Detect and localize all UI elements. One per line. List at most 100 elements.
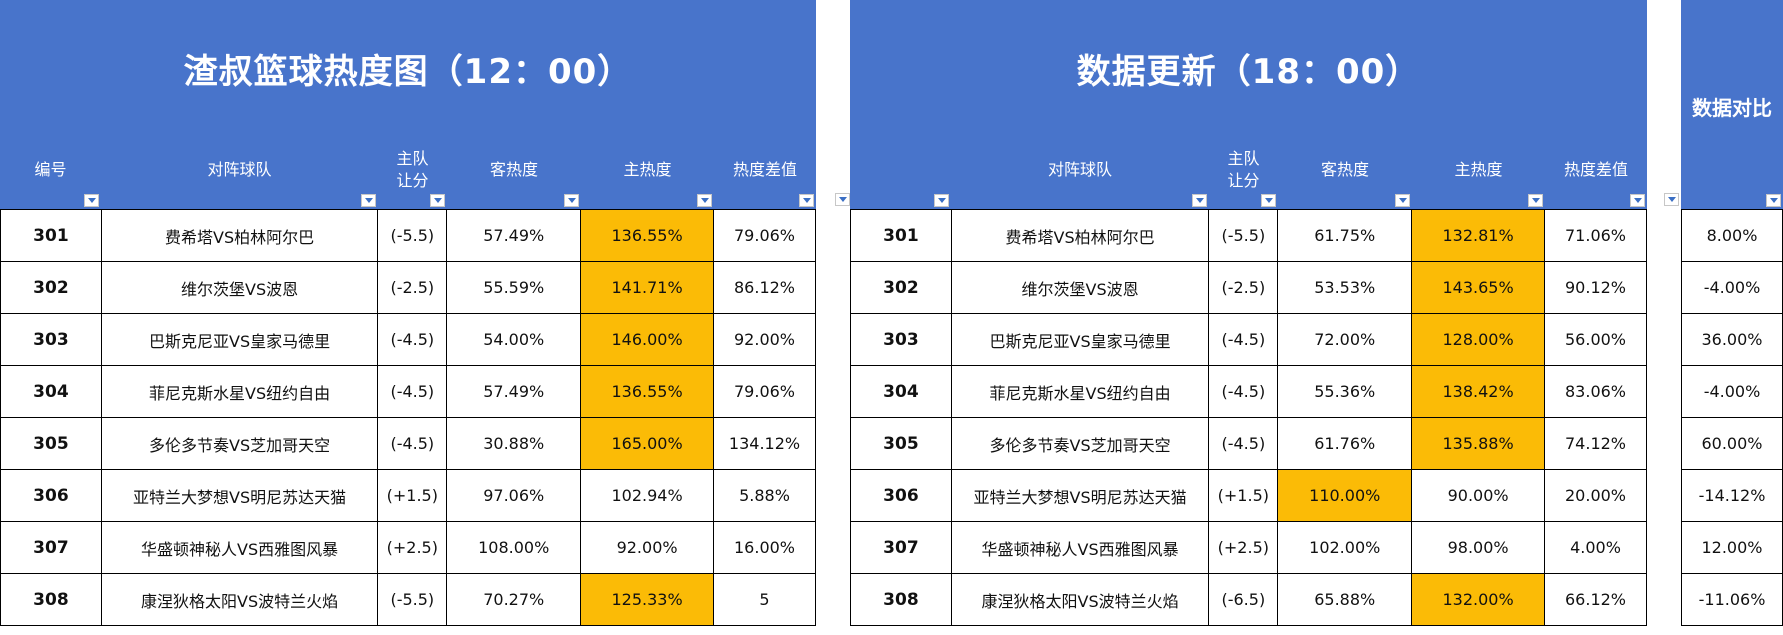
cell-away-heat[interactable]: 55.36% xyxy=(1277,365,1413,418)
cell-diff[interactable]: 90.12% xyxy=(1544,261,1647,314)
cell-diff[interactable]: 79.06% xyxy=(713,209,816,262)
cell-away-heat[interactable]: 55.59% xyxy=(446,261,582,314)
cell-away-heat[interactable]: 57.49% xyxy=(446,209,582,262)
cell-handicap[interactable]: (-5.5) xyxy=(377,209,448,262)
cell-id[interactable]: 303 xyxy=(0,313,102,366)
cell-home-heat[interactable]: 90.00% xyxy=(1411,469,1546,522)
cell-home-heat[interactable]: 125.33% xyxy=(580,573,715,626)
cell-id[interactable]: 303 xyxy=(850,313,952,366)
cell-diff[interactable]: 74.12% xyxy=(1544,417,1647,470)
cell-diff[interactable]: 83.06% xyxy=(1544,365,1647,418)
cell-diff[interactable]: 5.88% xyxy=(713,469,816,522)
cell-home-heat[interactable]: 141.71% xyxy=(580,261,715,314)
cell-handicap[interactable]: (-4.5) xyxy=(377,365,448,418)
cell-diff[interactable]: 16.00% xyxy=(713,521,816,574)
cell-id[interactable]: 306 xyxy=(850,469,952,522)
cell-away-heat[interactable]: 61.76% xyxy=(1277,417,1413,470)
cell-away-heat[interactable]: 70.27% xyxy=(446,573,582,626)
cell-teams[interactable]: 亚特兰大梦想VS明尼苏达天猫 xyxy=(100,469,379,522)
cell-away-heat[interactable]: 30.88% xyxy=(446,417,582,470)
cell-compare[interactable]: 12.00% xyxy=(1681,521,1783,574)
cell-handicap[interactable]: (+1.5) xyxy=(1208,469,1279,522)
cell-diff[interactable]: 66.12% xyxy=(1544,573,1647,626)
cell-home-heat[interactable]: 92.00% xyxy=(580,521,715,574)
cell-handicap[interactable]: (-6.5) xyxy=(1208,573,1279,626)
cell-home-heat[interactable]: 135.88% xyxy=(1411,417,1546,470)
cell-compare[interactable]: -4.00% xyxy=(1681,261,1783,314)
cell-away-heat[interactable]: 57.49% xyxy=(446,365,582,418)
cell-handicap[interactable]: (-5.5) xyxy=(377,573,448,626)
filter-dropdown-icon[interactable] xyxy=(430,194,445,207)
cell-teams[interactable]: 华盛顿神秘人VS西雅图风暴 xyxy=(950,521,1210,574)
cell-diff[interactable]: 86.12% xyxy=(713,261,816,314)
cell-teams[interactable]: 多伦多节奏VS芝加哥天空 xyxy=(100,417,379,470)
filter-dropdown-icon[interactable] xyxy=(1395,194,1410,207)
cell-teams[interactable]: 康涅狄格太阳VS波特兰火焰 xyxy=(100,573,379,626)
cell-diff[interactable]: 56.00% xyxy=(1544,313,1647,366)
cell-away-heat[interactable]: 53.53% xyxy=(1277,261,1413,314)
cell-id[interactable]: 305 xyxy=(850,417,952,470)
cell-handicap[interactable]: (+2.5) xyxy=(377,521,448,574)
cell-id[interactable]: 302 xyxy=(0,261,102,314)
cell-home-heat[interactable]: 143.65% xyxy=(1411,261,1546,314)
cell-id[interactable]: 301 xyxy=(0,209,102,262)
filter-dropdown-icon[interactable] xyxy=(697,194,712,207)
cell-home-heat[interactable]: 146.00% xyxy=(580,313,715,366)
filter-dropdown-icon[interactable] xyxy=(1192,194,1207,207)
filter-dropdown-icon[interactable] xyxy=(835,193,850,206)
cell-home-heat[interactable]: 132.00% xyxy=(1411,573,1546,626)
filter-dropdown-icon[interactable] xyxy=(564,194,579,207)
cell-home-heat[interactable]: 98.00% xyxy=(1411,521,1546,574)
cell-away-heat[interactable]: 97.06% xyxy=(446,469,582,522)
filter-dropdown-icon[interactable] xyxy=(84,194,99,207)
cell-id[interactable]: 308 xyxy=(0,573,102,626)
filter-dropdown-icon[interactable] xyxy=(361,194,376,207)
cell-home-heat[interactable]: 132.81% xyxy=(1411,209,1546,262)
cell-handicap[interactable]: (-4.5) xyxy=(377,313,448,366)
cell-id[interactable]: 307 xyxy=(850,521,952,574)
filter-dropdown-icon[interactable] xyxy=(799,194,814,207)
filter-dropdown-icon[interactable] xyxy=(934,194,949,207)
cell-teams[interactable]: 菲尼克斯水星VS纽约自由 xyxy=(100,365,379,418)
cell-compare[interactable]: -11.06% xyxy=(1681,573,1783,626)
cell-teams[interactable]: 维尔茨堡VS波恩 xyxy=(100,261,379,314)
cell-id[interactable]: 301 xyxy=(850,209,952,262)
cell-teams[interactable]: 华盛顿神秘人VS西雅图风暴 xyxy=(100,521,379,574)
filter-dropdown-icon[interactable] xyxy=(1261,194,1276,207)
cell-teams[interactable]: 费希塔VS柏林阿尔巴 xyxy=(100,209,379,262)
filter-dropdown-icon[interactable] xyxy=(1528,194,1543,207)
cell-diff[interactable]: 4.00% xyxy=(1544,521,1647,574)
cell-compare[interactable]: -14.12% xyxy=(1681,469,1783,522)
cell-diff[interactable]: 92.00% xyxy=(713,313,816,366)
cell-home-heat[interactable]: 165.00% xyxy=(580,417,715,470)
cell-diff[interactable]: 5 xyxy=(713,573,816,626)
cell-away-heat[interactable]: 65.88% xyxy=(1277,573,1413,626)
cell-teams[interactable]: 康涅狄格太阳VS波特兰火焰 xyxy=(950,573,1210,626)
cell-handicap[interactable]: (-4.5) xyxy=(1208,365,1279,418)
cell-id[interactable]: 304 xyxy=(0,365,102,418)
cell-teams[interactable]: 亚特兰大梦想VS明尼苏达天猫 xyxy=(950,469,1210,522)
cell-compare[interactable]: 60.00% xyxy=(1681,417,1783,470)
cell-compare[interactable]: 36.00% xyxy=(1681,313,1783,366)
filter-dropdown-icon[interactable] xyxy=(1664,193,1679,206)
cell-home-heat[interactable]: 136.55% xyxy=(580,365,715,418)
cell-away-heat[interactable]: 110.00% xyxy=(1277,469,1413,522)
cell-id[interactable]: 307 xyxy=(0,521,102,574)
cell-teams[interactable]: 多伦多节奏VS芝加哥天空 xyxy=(950,417,1210,470)
cell-away-heat[interactable]: 108.00% xyxy=(446,521,582,574)
cell-diff[interactable]: 79.06% xyxy=(713,365,816,418)
cell-compare[interactable]: -4.00% xyxy=(1681,365,1783,418)
cell-away-heat[interactable]: 61.75% xyxy=(1277,209,1413,262)
cell-teams[interactable]: 菲尼克斯水星VS纽约自由 xyxy=(950,365,1210,418)
cell-diff[interactable]: 71.06% xyxy=(1544,209,1647,262)
cell-id[interactable]: 306 xyxy=(0,469,102,522)
cell-handicap[interactable]: (-2.5) xyxy=(377,261,448,314)
cell-handicap[interactable]: (-4.5) xyxy=(1208,313,1279,366)
cell-handicap[interactable]: (+2.5) xyxy=(1208,521,1279,574)
cell-handicap[interactable]: (-4.5) xyxy=(377,417,448,470)
cell-teams[interactable]: 维尔茨堡VS波恩 xyxy=(950,261,1210,314)
cell-handicap[interactable]: (+1.5) xyxy=(377,469,448,522)
cell-home-heat[interactable]: 138.42% xyxy=(1411,365,1546,418)
cell-diff[interactable]: 20.00% xyxy=(1544,469,1647,522)
cell-handicap[interactable]: (-2.5) xyxy=(1208,261,1279,314)
